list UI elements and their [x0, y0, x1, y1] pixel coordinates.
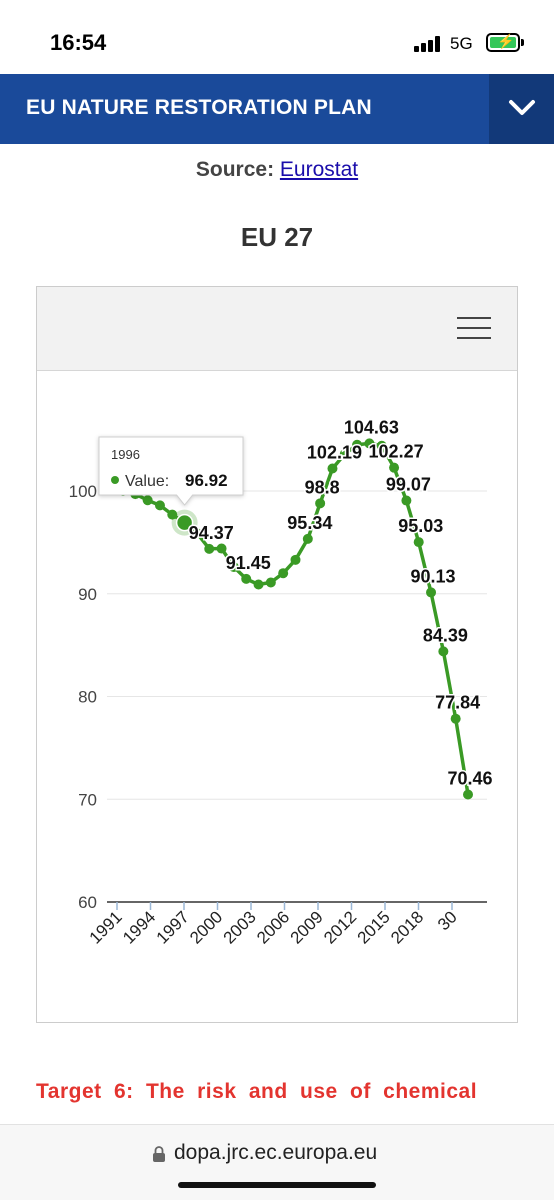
target-heading: Target 6: The risk and use of chemical: [36, 1080, 478, 1103]
url-text: dopa.jrc.ec.europa.eu: [174, 1141, 378, 1164]
x-tick-label: 2012: [320, 907, 360, 947]
x-tick-label: 2003: [220, 907, 260, 947]
browser-url-bar[interactable]: dopa.jrc.ec.europa.eu: [0, 1124, 554, 1200]
y-tick-label: 70: [78, 790, 97, 809]
menu-toggle-button[interactable]: [489, 74, 554, 144]
data-point: [228, 562, 239, 573]
data-point: [154, 500, 165, 511]
chart-container: 60 70 80 90 100 1991 1994 1997 2000 2003 2006 2009 2…: [36, 286, 518, 1023]
battery-tip: [521, 39, 524, 46]
network-type: 5G: [450, 34, 473, 53]
x-tick-label: 2009: [287, 907, 327, 947]
tooltip-box: [98, 436, 244, 506]
data-label: 102.27: [369, 442, 424, 462]
data-point: [413, 537, 424, 548]
data-point-highlighted: [175, 513, 194, 532]
data-point: [450, 713, 461, 724]
header-title: EU NATURE RESTORATION PLAN: [26, 96, 372, 119]
tooltip-label: Value:: [125, 473, 169, 490]
tooltip: 1996 Value: 96.92: [98, 436, 244, 506]
status-time: 16:54: [50, 30, 107, 55]
data-point: [463, 789, 473, 800]
data-point: [302, 533, 313, 544]
data-label: 99.07: [386, 475, 431, 495]
x-tick-label: 2000: [186, 907, 226, 947]
data-label: 84.39: [423, 625, 468, 645]
data-point: [401, 495, 412, 506]
data-label: 95.03: [398, 516, 443, 536]
data-point: [204, 543, 215, 554]
status-bar: 16:54 5G ⚡: [0, 0, 554, 74]
data-point: [142, 495, 153, 506]
data-point: [265, 577, 276, 588]
chevron-down-icon: [509, 100, 535, 115]
source-line: Source: Eurostat: [0, 158, 554, 182]
data-point: [389, 462, 400, 473]
y-tick-label: 90: [78, 585, 97, 604]
x-tick-label: 1994: [119, 907, 159, 947]
data-label: 98.8: [305, 477, 340, 497]
home-indicator: [178, 1182, 376, 1188]
source-link[interactable]: Eurostat: [279, 158, 359, 181]
x-tick-label: 30: [434, 907, 461, 934]
source-label: Source:: [195, 158, 275, 181]
data-point: [315, 498, 326, 509]
data-label: 94.37: [189, 523, 234, 543]
data-point: [438, 646, 449, 657]
data-label: 102.19: [307, 442, 362, 462]
signal-icon: [414, 36, 442, 52]
x-tick-label: 2018: [387, 907, 427, 947]
data-label: 70.46: [447, 769, 492, 789]
tooltip-year: 1996: [111, 447, 140, 462]
data-point: [278, 568, 289, 579]
chart-toolbar: [37, 287, 517, 371]
data-label: 77.84: [435, 693, 480, 713]
data-point: [290, 554, 301, 565]
data-point: [241, 573, 252, 584]
series-line: [122, 441, 470, 795]
x-tick-label: 1991: [86, 907, 126, 947]
data-label: 104.63: [344, 417, 399, 437]
data-label: 95.34: [287, 513, 332, 533]
y-tick-label: 100: [69, 482, 97, 501]
y-tick-label: 80: [78, 688, 97, 707]
x-tick-label: 1997: [153, 907, 193, 947]
data-point: [167, 509, 178, 520]
data-point: [339, 449, 350, 460]
data-point: [364, 438, 375, 449]
battery-icon: ⚡: [486, 33, 520, 52]
line-chart: 6070809010019911994199720002003200620092…: [69, 416, 494, 948]
data-point: [327, 463, 338, 474]
x-tick-label: 2006: [253, 907, 293, 947]
lock-icon: [153, 1146, 165, 1162]
x-tick-label: 2015: [354, 907, 394, 947]
data-point: [376, 440, 387, 451]
data-point: [216, 543, 227, 554]
tooltip-series-dot: [111, 476, 119, 484]
data-label: 91.45: [226, 553, 271, 573]
tooltip-value: 96.92: [185, 471, 228, 490]
data-label: 90.13: [411, 566, 456, 586]
data-point: [426, 587, 437, 598]
region-title: EU 27: [240, 222, 314, 252]
data-point: [191, 528, 202, 539]
data-point: [253, 579, 264, 590]
chart-menu-button[interactable]: [457, 315, 493, 343]
y-tick-label: 60: [78, 893, 97, 912]
site-header: EU NATURE RESTORATION PLAN: [0, 74, 554, 144]
data-point: [352, 439, 363, 450]
